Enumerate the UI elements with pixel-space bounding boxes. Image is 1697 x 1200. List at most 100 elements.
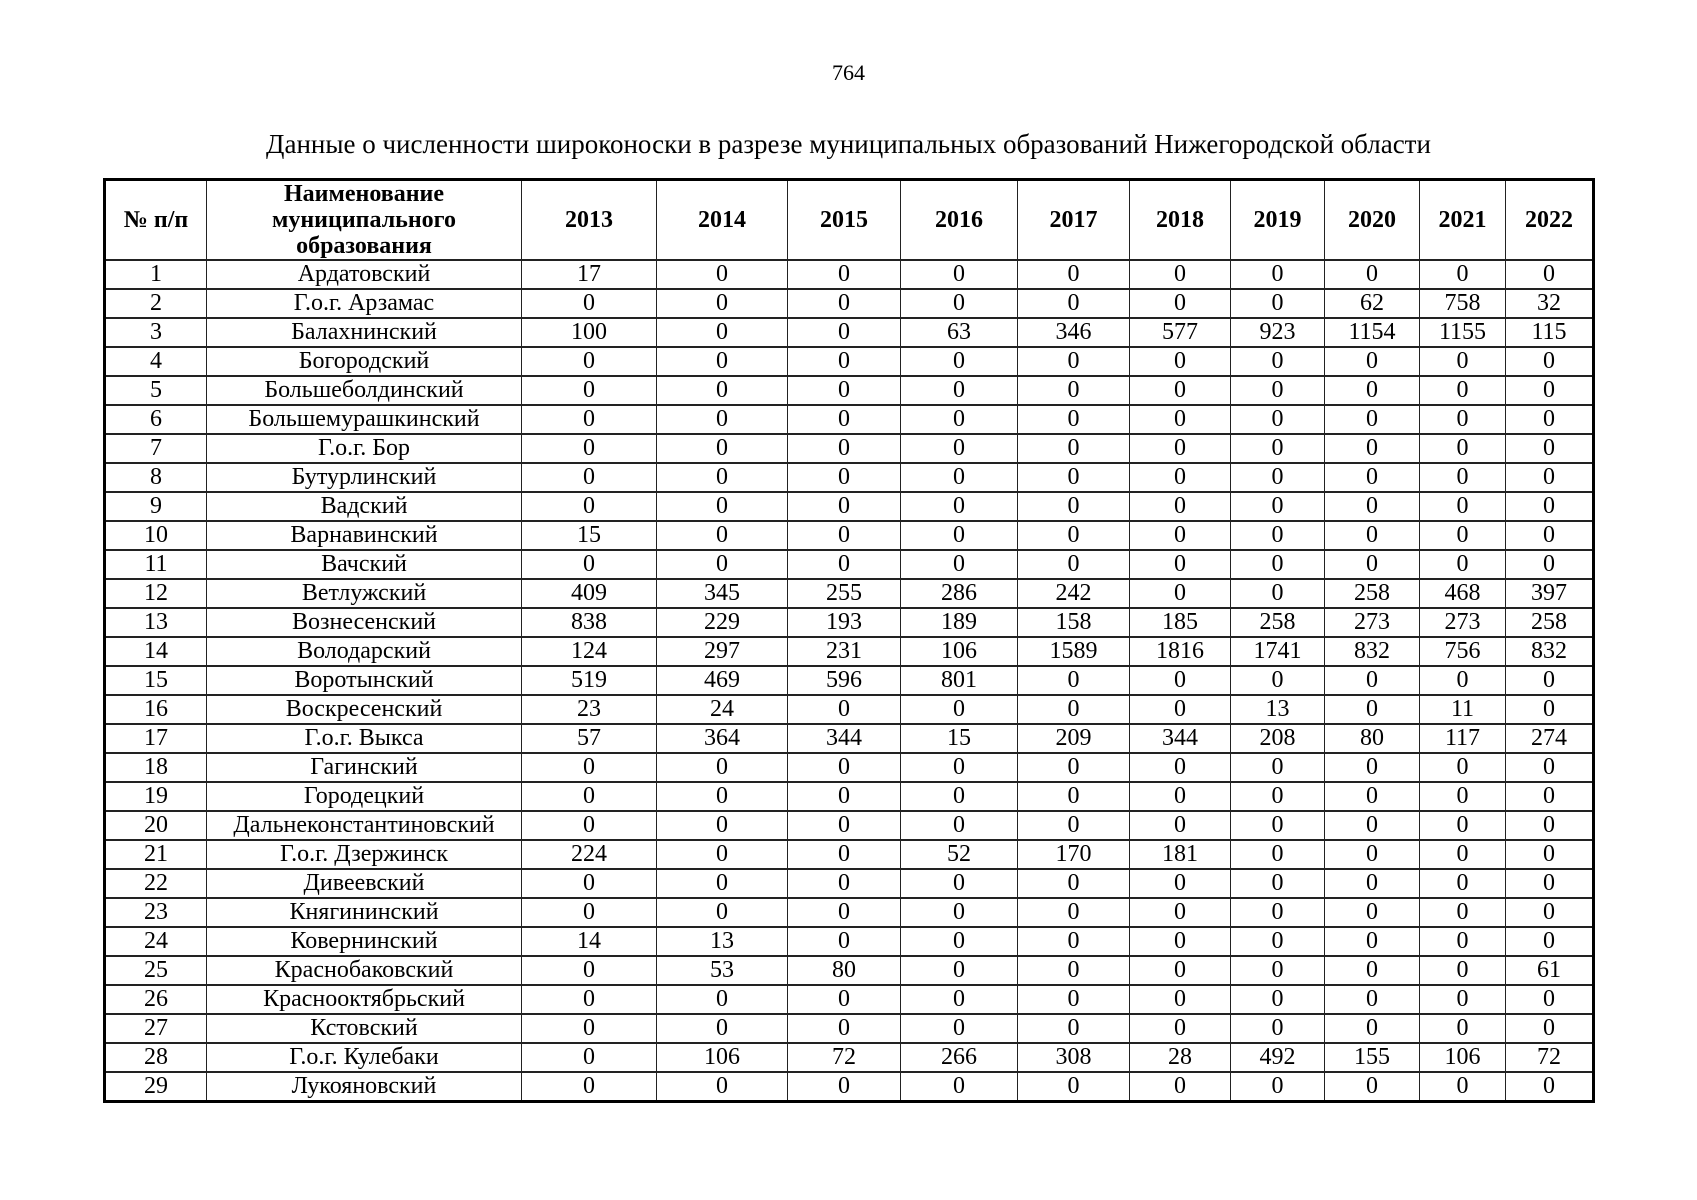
year-value-cell: 577 <box>1129 317 1231 348</box>
year-value-cell: 0 <box>1419 462 1506 493</box>
table-row: 16 Воскресенский 23 24 0 0 0 0 13 0 11 0 <box>104 694 1594 725</box>
year-value-cell: 0 <box>521 984 657 1015</box>
year-value-cell: 0 <box>1419 375 1506 406</box>
year-value-cell: 0 <box>787 491 901 522</box>
year-value-cell: 0 <box>656 549 788 580</box>
row-number-cell: 4 <box>104 346 207 377</box>
year-value-cell: 0 <box>900 288 1018 319</box>
header-municipality-name: Наименование муниципального образования <box>206 178 522 261</box>
table-row: 18 Гагинский 0 0 0 0 0 0 0 0 0 0 <box>104 752 1594 783</box>
year-value-cell: 15 <box>521 520 657 551</box>
year-value-cell: 0 <box>1017 897 1130 928</box>
year-value-cell: 0 <box>656 491 788 522</box>
year-value-cell: 0 <box>900 404 1018 435</box>
year-value-cell: 0 <box>1017 1071 1130 1103</box>
year-value-cell: 0 <box>787 259 901 290</box>
table-row: 13 Вознесенский 838 229 193 189 158 185 258 273 27… <box>104 607 1594 638</box>
year-value-cell: 0 <box>656 897 788 928</box>
year-value-cell: 0 <box>1505 1071 1594 1103</box>
table-row: 17 Г.о.г. Выкса 57 364 344 15 209 344 208 80 117 27… <box>104 723 1594 754</box>
year-value-cell: 0 <box>1129 375 1231 406</box>
year-value-cell: 0 <box>1017 955 1130 986</box>
year-value-cell: 72 <box>1505 1042 1594 1073</box>
year-value-cell: 0 <box>1324 810 1420 841</box>
year-value-cell: 0 <box>1017 810 1130 841</box>
year-value-cell: 0 <box>1230 1071 1325 1103</box>
year-value-cell: 1155 <box>1419 317 1506 348</box>
year-value-cell: 0 <box>1017 781 1130 812</box>
year-value-cell: 0 <box>787 346 901 377</box>
year-value-cell: 63 <box>900 317 1018 348</box>
year-value-cell: 0 <box>787 404 901 435</box>
year-value-cell: 0 <box>1230 520 1325 551</box>
year-value-cell: 158 <box>1017 607 1130 638</box>
municipality-name-cell: Г.о.г. Кулебаки <box>206 1042 522 1073</box>
year-value-cell: 0 <box>1505 839 1594 870</box>
year-value-cell: 345 <box>656 578 788 609</box>
year-value-cell: 0 <box>1324 839 1420 870</box>
year-value-cell: 0 <box>1324 868 1420 899</box>
row-number-cell: 1 <box>104 259 207 290</box>
year-value-cell: 0 <box>787 868 901 899</box>
year-value-cell: 1154 <box>1324 317 1420 348</box>
year-value-cell: 0 <box>656 984 788 1015</box>
year-value-cell: 0 <box>1230 549 1325 580</box>
header-row-number: № п/п <box>104 178 207 261</box>
year-value-cell: 0 <box>521 781 657 812</box>
year-value-cell: 0 <box>1419 549 1506 580</box>
year-value-cell: 0 <box>1129 404 1231 435</box>
table-row: 7 Г.о.г. Бор 0 0 0 0 0 0 0 0 0 0 <box>104 433 1594 464</box>
table-row: 10 Варнавинский 15 0 0 0 0 0 0 0 0 0 <box>104 520 1594 551</box>
year-value-cell: 0 <box>1419 810 1506 841</box>
row-number-cell: 13 <box>104 607 207 638</box>
year-value-cell: 0 <box>900 1013 1018 1044</box>
year-value-cell: 0 <box>1419 259 1506 290</box>
year-value-cell: 838 <box>521 607 657 638</box>
year-value-cell: 0 <box>1505 694 1594 725</box>
year-value-cell: 0 <box>900 491 1018 522</box>
header-year-2022: 2022 <box>1505 178 1594 261</box>
year-value-cell: 0 <box>521 752 657 783</box>
header-year-2018: 2018 <box>1129 178 1231 261</box>
municipality-name-cell: Г.о.г. Бор <box>206 433 522 464</box>
year-value-cell: 0 <box>1129 491 1231 522</box>
year-value-cell: 273 <box>1419 607 1506 638</box>
year-value-cell: 0 <box>1129 1013 1231 1044</box>
table-row: 23 Княгининский 0 0 0 0 0 0 0 0 0 0 <box>104 897 1594 928</box>
year-value-cell: 0 <box>1505 1013 1594 1044</box>
year-value-cell: 0 <box>1419 781 1506 812</box>
municipality-name-cell: Богородский <box>206 346 522 377</box>
row-number-cell: 10 <box>104 520 207 551</box>
table-row: 26 Краснооктябрьский 0 0 0 0 0 0 0 0 0 0 <box>104 984 1594 1015</box>
page-number: 764 <box>832 60 865 85</box>
year-value-cell: 364 <box>656 723 788 754</box>
year-value-cell: 0 <box>521 549 657 580</box>
year-value-cell: 0 <box>656 462 788 493</box>
table-row: 15 Воротынский 519 469 596 801 0 0 0 0 0 0 <box>104 665 1594 696</box>
year-value-cell: 11 <box>1419 694 1506 725</box>
municipality-name-cell: Большеболдинский <box>206 375 522 406</box>
year-value-cell: 13 <box>1230 694 1325 725</box>
year-value-cell: 0 <box>1324 984 1420 1015</box>
year-value-cell: 1741 <box>1230 636 1325 667</box>
year-value-cell: 344 <box>1129 723 1231 754</box>
year-value-cell: 0 <box>1129 810 1231 841</box>
year-value-cell: 0 <box>1230 375 1325 406</box>
municipality-name-cell: Ковернинский <box>206 926 522 957</box>
year-value-cell: 124 <box>521 636 657 667</box>
row-number-cell: 18 <box>104 752 207 783</box>
row-number-cell: 5 <box>104 375 207 406</box>
year-value-cell: 0 <box>1230 346 1325 377</box>
year-value-cell: 0 <box>787 1013 901 1044</box>
year-value-cell: 0 <box>521 404 657 435</box>
municipality-name-cell: Городецкий <box>206 781 522 812</box>
year-value-cell: 0 <box>1017 520 1130 551</box>
row-number-cell: 2 <box>104 288 207 319</box>
year-value-cell: 106 <box>1419 1042 1506 1073</box>
year-value-cell: 274 <box>1505 723 1594 754</box>
year-value-cell: 0 <box>900 781 1018 812</box>
year-value-cell: 0 <box>656 781 788 812</box>
year-value-cell: 0 <box>1324 665 1420 696</box>
year-value-cell: 193 <box>787 607 901 638</box>
year-value-cell: 923 <box>1230 317 1325 348</box>
